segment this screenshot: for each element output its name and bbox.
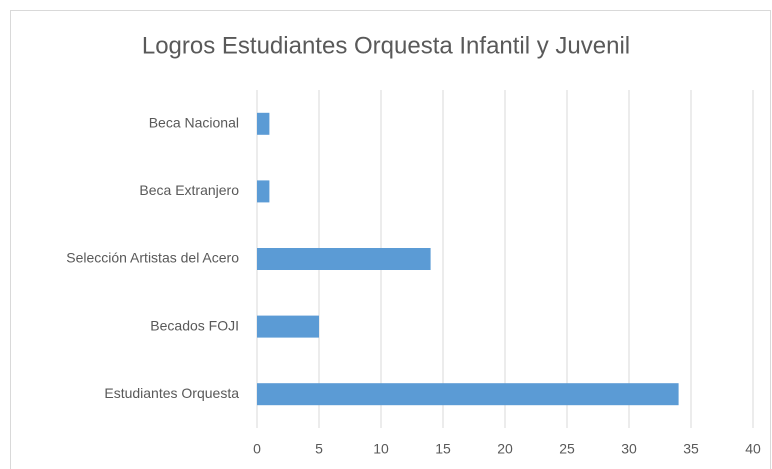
y-tick-label: Estudiantes Orquesta (104, 385, 239, 401)
bar (257, 383, 679, 406)
y-tick-label: Selección Artistas del Acero (66, 250, 239, 266)
y-tick-label: Becados FOJI (150, 317, 239, 333)
y-tick-label: Beca Nacional (149, 115, 239, 131)
x-tick-label: 20 (497, 441, 513, 457)
bar (257, 180, 270, 203)
bar (257, 248, 431, 270)
bar (257, 112, 270, 135)
x-tick-label: 30 (621, 441, 637, 457)
x-tick-label: 5 (315, 441, 323, 457)
x-tick-label: 0 (253, 441, 261, 457)
x-tick-label: 25 (559, 441, 575, 457)
chart-title: Logros Estudiantes Orquesta Infantil y J… (142, 32, 630, 59)
bar (257, 315, 319, 338)
x-tick-label: 10 (373, 441, 389, 457)
x-tick-label: 15 (435, 441, 451, 457)
x-tick-label: 35 (683, 441, 699, 457)
x-tick-label: 40 (745, 441, 761, 457)
y-tick-label: Beca Extranjero (139, 182, 239, 198)
